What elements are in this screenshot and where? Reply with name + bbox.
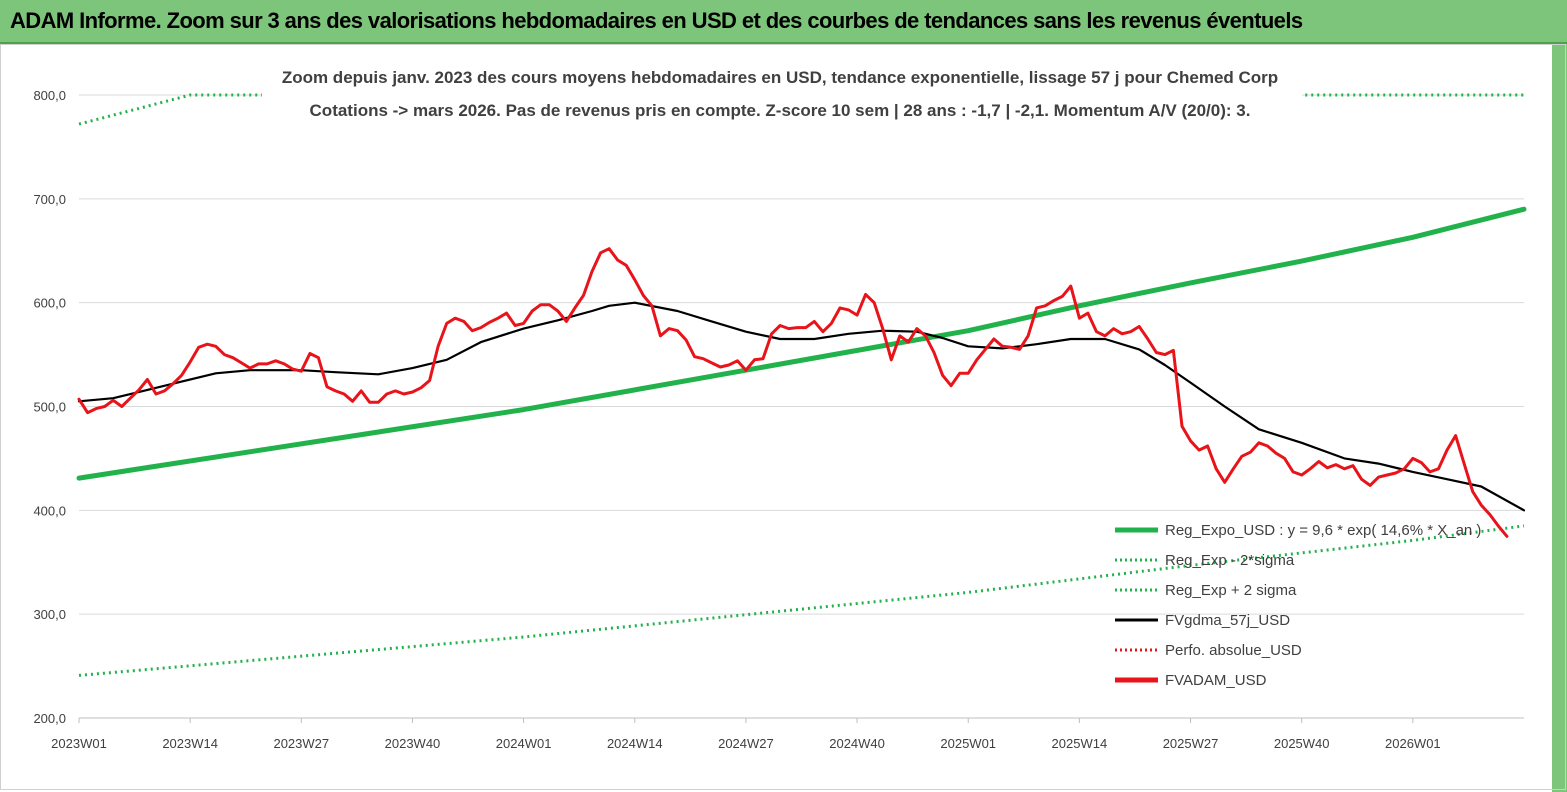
subtitle-backdrop <box>262 64 1302 124</box>
right-accent-strip <box>1552 44 1567 792</box>
x-tick-label: 2025W01 <box>940 736 996 751</box>
series-line-smooth <box>77 301 1526 512</box>
x-tick-label: 2024W27 <box>718 736 774 751</box>
x-tick-label: 2023W27 <box>273 736 329 751</box>
x-tick-label: 2023W14 <box>162 736 218 751</box>
chart-frame <box>0 44 1566 790</box>
legend-label: Reg_Exp + 2 sigma <box>1165 582 1297 599</box>
y-tick-label: 700,0 <box>33 192 66 207</box>
legend-label: Perfo. absolue_USD <box>1165 642 1302 659</box>
chart-subtitle-line2: Cotations -> mars 2026. Pas de revenus p… <box>310 101 1251 120</box>
series <box>76 93 1527 677</box>
x-tick-label: 2024W14 <box>607 736 663 751</box>
report-title: ADAM Informe. Zoom sur 3 ans des valoris… <box>10 8 1303 33</box>
legend: Reg_Expo_USD : y = 9,6 * exp( 14,6% * X_… <box>1115 522 1481 689</box>
x-tick-label: 2025W40 <box>1274 736 1330 751</box>
x-tick-label: 2025W14 <box>1052 736 1108 751</box>
y-tick-label: 800,0 <box>33 88 66 103</box>
legend-label: FVADAM_USD <box>1165 672 1267 689</box>
y-tick-label: 400,0 <box>33 503 66 518</box>
legend-label: Reg_Expo_USD : y = 9,6 * exp( 14,6% * X_… <box>1165 522 1481 539</box>
y-tick-label: 500,0 <box>33 400 66 415</box>
chart-subtitle: Zoom depuis janv. 2023 des cours moyens … <box>262 64 1302 124</box>
y-tick-labels: 200,0 300,0 400,0 500,0 600,0 700,0 800,0 <box>33 88 66 726</box>
series-line-lower <box>78 524 1525 677</box>
x-tick-label: 2024W01 <box>496 736 552 751</box>
x-tick-labels: 2023W01 2023W14 2023W27 2023W40 2024W01 2024W… <box>51 736 1441 751</box>
y-tick-label: 200,0 <box>33 711 66 726</box>
x-tick-label: 2023W40 <box>385 736 441 751</box>
axes <box>78 717 1524 723</box>
legend-label: FVgdma_57j_USD <box>1165 612 1290 629</box>
series-line-price <box>77 247 1509 538</box>
y-tick-label: 300,0 <box>33 607 66 622</box>
x-tick-label: 2026W01 <box>1385 736 1441 751</box>
x-tick-label: 2024W40 <box>829 736 885 751</box>
series-line-upper <box>78 93 1524 126</box>
x-tick-label: 2025W27 <box>1163 736 1219 751</box>
chart-subtitle-line1: Zoom depuis janv. 2023 des cours moyens … <box>282 68 1278 87</box>
series-line-trend <box>76 206 1527 481</box>
x-tick-label: 2023W01 <box>51 736 107 751</box>
legend-label: Reg_Exp - 2*sigma <box>1165 552 1295 569</box>
y-tick-label: 600,0 <box>33 296 66 311</box>
report-banner: ADAM Informe. Zoom sur 3 ans des valoris… <box>0 0 1567 44</box>
